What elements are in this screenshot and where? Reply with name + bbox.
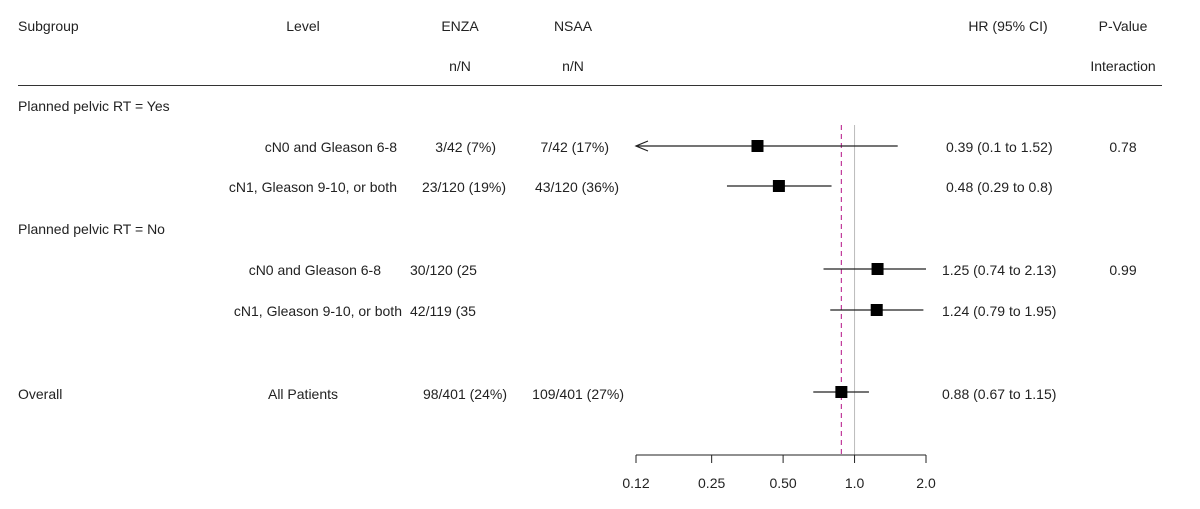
row-hr-text: 0.48 (0.29 to 0.8)	[946, 179, 1053, 195]
row-nsaa: 7/42 (17%)	[540, 139, 609, 155]
row-enza: 23/120 (19%)	[421, 179, 506, 195]
row-level: All Patients	[267, 386, 339, 402]
row-hr-text: 0.39 (0.1 to 1.52)	[946, 139, 1053, 155]
x-axis-tick-label: 0.50	[769, 475, 796, 491]
row-enza: 98/401 (24%)	[422, 386, 507, 402]
header-nsaa-sub: n/N	[562, 58, 584, 74]
point-estimate	[835, 386, 848, 398]
x-axis-tick-label: 1.0	[845, 475, 865, 491]
header-rule	[18, 85, 1162, 86]
row-level: cN1, Gleason 9-10, or both	[228, 179, 397, 195]
header-pvalue: P-Value	[1098, 18, 1148, 34]
row-level: cN0 and Gleason 6-8	[264, 139, 397, 155]
point-estimate	[871, 263, 884, 275]
row-nsaa: 43/120 (36%)	[534, 179, 619, 195]
ci-arrow-left	[634, 140, 649, 152]
header-enza-sub: n/N	[449, 58, 471, 74]
group-label-rt-yes: Planned pelvic RT = Yes	[18, 98, 170, 114]
point-estimate	[751, 140, 764, 152]
row-hr-text: 0.88 (0.67 to 1.15)	[942, 386, 1057, 402]
header-subgroup: Subgroup	[18, 18, 79, 34]
row-level: cN0 and Gleason 6-8	[248, 262, 381, 278]
row-enza: 3/42 (7%)	[435, 139, 496, 155]
row-pvalue: 0.78	[1109, 139, 1137, 155]
row-hr-text: 1.24 (0.79 to 1.95)	[942, 303, 1057, 319]
x-axis-tick-label: 0.12	[622, 475, 649, 491]
header-level: Level	[286, 18, 320, 34]
row-enza: 42/119 (35	[410, 303, 476, 319]
header-hr: HR (95% CI)	[968, 18, 1048, 34]
row-enza: 30/120 (25	[410, 262, 477, 278]
header-enza: ENZA	[441, 18, 479, 34]
header-pvalue-sub: Interaction	[1090, 58, 1156, 74]
group-label-rt-no: Planned pelvic RT = No	[18, 221, 165, 237]
point-estimate	[772, 180, 785, 192]
x-axis-tick-label: 0.25	[698, 475, 725, 491]
x-axis-tick-label: 2.0	[916, 475, 936, 491]
group-label-overall: Overall	[18, 386, 63, 402]
row-pvalue: 0.99	[1109, 262, 1137, 278]
point-estimate	[870, 304, 883, 316]
row-hr-text: 1.25 (0.74 to 2.13)	[942, 262, 1057, 278]
header-nsaa: NSAA	[553, 18, 593, 34]
row-nsaa: 109/401 (27%)	[532, 386, 624, 402]
row-level: cN1, Gleason 9-10, or both	[233, 303, 402, 319]
